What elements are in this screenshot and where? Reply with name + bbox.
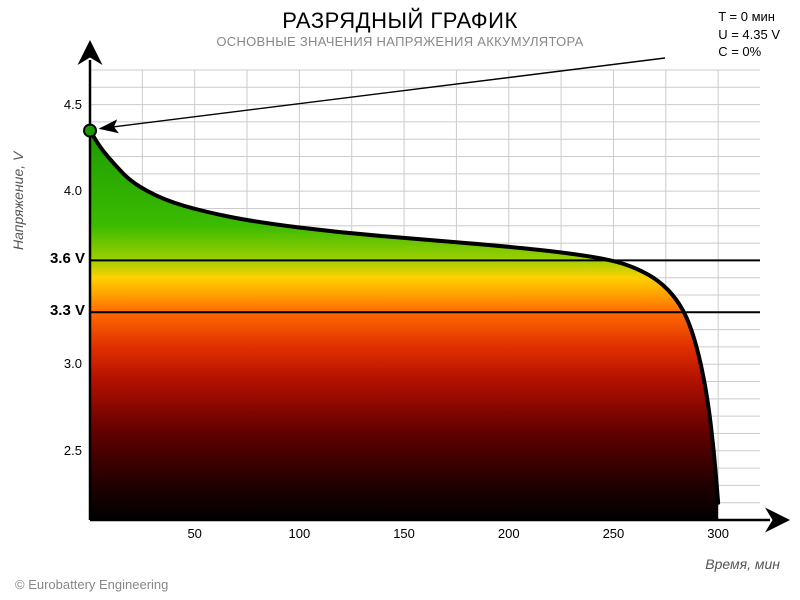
y-tick-threshold-label: 3.3 V <box>35 302 85 319</box>
chart-stage: РАЗРЯДНЫЙ ГРАФИК ОСНОВНЫЕ ЗНАЧЕНИЯ НАПРЯ… <box>0 0 800 600</box>
x-tick-label: 100 <box>279 526 319 541</box>
y-tick-label: 4.0 <box>42 183 82 198</box>
x-tick-label: 250 <box>593 526 633 541</box>
x-tick-label: 50 <box>175 526 215 541</box>
x-tick-label: 300 <box>698 526 738 541</box>
discharge-chart <box>0 0 800 600</box>
x-tick-label: 150 <box>384 526 424 541</box>
x-tick-label: 200 <box>489 526 529 541</box>
info-arrow <box>100 58 665 129</box>
start-point-marker <box>84 125 96 137</box>
y-tick-threshold-label: 3.6 V <box>35 250 85 267</box>
y-tick-label: 3.0 <box>42 356 82 371</box>
y-tick-label: 4.5 <box>42 97 82 112</box>
y-tick-label: 2.5 <box>42 443 82 458</box>
